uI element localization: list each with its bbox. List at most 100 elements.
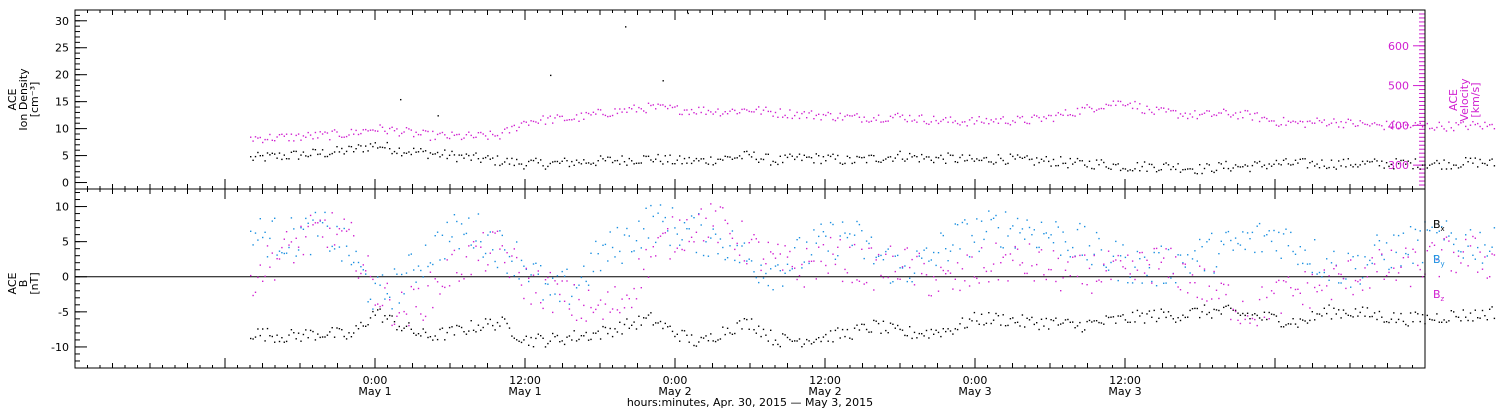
b-bx-point [309, 329, 312, 332]
b-by-point [1064, 241, 1067, 243]
b-bz-point [499, 248, 501, 250]
b-by-point [839, 235, 841, 237]
velocity-point [894, 113, 896, 116]
b-bz-point [650, 256, 652, 258]
b-by-point [520, 259, 523, 262]
velocity-point [470, 134, 472, 137]
b-bz-point [403, 310, 405, 313]
density-point [1091, 167, 1093, 170]
b-bz-point [1112, 260, 1115, 262]
b-bz-point [621, 298, 623, 300]
b-bz-point [254, 291, 257, 293]
density-point [329, 153, 331, 156]
density-point [374, 142, 376, 144]
b-by-point [861, 230, 863, 232]
density-point [784, 154, 786, 156]
density-point [1376, 160, 1378, 162]
b-by-point [1131, 282, 1134, 284]
b-by-point [956, 224, 959, 226]
velocity-point [901, 114, 904, 116]
b-bx-point [1189, 309, 1191, 312]
b-bz-point [1026, 272, 1028, 275]
b-by-point [494, 260, 496, 263]
velocity-point [571, 119, 573, 121]
b-bz-point [1139, 252, 1141, 254]
velocity-point [1326, 125, 1328, 127]
b-bz-point [504, 261, 506, 264]
b-bz-point [779, 253, 781, 255]
b-bx-point [750, 318, 753, 320]
velocity-point [717, 108, 719, 110]
b-bx-point [1412, 321, 1414, 323]
density-point [863, 156, 865, 159]
velocity-point [300, 139, 302, 141]
b-bx-point [293, 332, 295, 334]
velocity-point [738, 112, 741, 114]
b-bz-point [1397, 272, 1400, 274]
density-point [1467, 161, 1469, 163]
b-by-point [868, 242, 870, 245]
velocity-point [537, 122, 539, 124]
velocity-point [501, 132, 503, 134]
b-bx-point [734, 332, 736, 335]
density-point [297, 158, 300, 160]
b-by-point [528, 280, 530, 283]
density-point [1064, 162, 1067, 164]
b-by-point [738, 261, 741, 264]
b-bx-point [422, 328, 424, 330]
b-bx-point [803, 343, 805, 345]
b-bx-point [813, 341, 815, 343]
b-by-point [789, 269, 791, 272]
b-by-point [611, 246, 614, 249]
density-point [1223, 167, 1225, 169]
b-by-point [1002, 247, 1004, 249]
density-point [973, 160, 976, 162]
b-by-point [1234, 237, 1237, 239]
density-point [722, 159, 724, 161]
b-by-point [762, 277, 765, 279]
b-bz-point [681, 248, 683, 251]
velocity-point [880, 121, 882, 123]
b-bx-point [717, 339, 719, 341]
b-bz-point [873, 289, 875, 291]
density-point [604, 160, 607, 162]
velocity-point [1069, 114, 1071, 116]
velocity-point [446, 137, 448, 139]
b-bz-point [252, 294, 254, 297]
velocity-point [796, 111, 798, 114]
velocity-point [650, 104, 652, 107]
b-bz-point [1194, 282, 1196, 284]
b-bz-point [1290, 287, 1292, 289]
velocity-point [1400, 126, 1402, 128]
velocity-point [1199, 114, 1201, 116]
density-point [1072, 163, 1074, 165]
b-by-point [470, 244, 472, 246]
b-bz-point [1273, 292, 1275, 295]
b-by-point [1136, 250, 1139, 253]
b-by-point [786, 263, 789, 265]
density-point [1057, 164, 1059, 167]
velocity-point [959, 124, 961, 126]
density-point [822, 156, 825, 158]
b-bx-point [1002, 314, 1004, 316]
b-by-point [1421, 261, 1424, 264]
b-by-point [655, 241, 657, 244]
b-by-point [904, 265, 906, 267]
b-bx-point [1088, 319, 1091, 322]
density-point [1258, 160, 1261, 163]
density-point [1146, 170, 1148, 172]
velocity-point [846, 114, 849, 116]
velocity-point [877, 114, 880, 116]
velocity-point [1333, 118, 1335, 120]
density-point [741, 157, 743, 160]
b-by-point [410, 253, 412, 255]
b-bz-point [377, 303, 379, 305]
b-bx-point [909, 326, 911, 328]
b-bx-point [1146, 313, 1148, 315]
b-bx-point [1493, 317, 1496, 320]
b-bx-point [1321, 315, 1323, 317]
b-by-point [892, 281, 894, 283]
density-point [575, 159, 578, 161]
velocity-point [1136, 108, 1139, 110]
b-by-point [556, 275, 559, 277]
